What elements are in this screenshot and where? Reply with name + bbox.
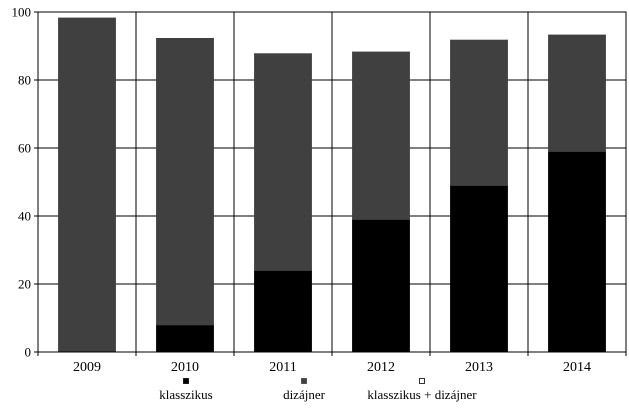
bar-2013-series-1 — [450, 38, 508, 186]
gridlines — [38, 11, 626, 352]
legend-swatch-0 — [183, 378, 189, 384]
bar-2010-series-2 — [156, 11, 214, 38]
y-tick-label: 100 — [12, 5, 32, 20]
y-tick-label: 80 — [18, 73, 31, 88]
x-category-label: 2014 — [563, 360, 591, 375]
x-category-label: 2013 — [465, 360, 493, 375]
legend-label-1: dizájner — [283, 387, 326, 402]
bar-2014-series-0 — [548, 150, 606, 353]
bar-2010-series-0 — [156, 324, 214, 353]
bar-2011-series-1 — [254, 52, 312, 271]
plot-frame — [37, 11, 627, 353]
y-tick-label: 20 — [18, 277, 31, 292]
bar-2014-series-1 — [548, 33, 606, 152]
legend: klasszikus dizájner klasszikus + dizájner — [159, 378, 477, 402]
y-tick-label: 0 — [25, 345, 32, 360]
legend-label-2: klasszikus + dizájner — [367, 387, 477, 402]
bar-2012-series-2 — [352, 11, 410, 52]
x-category-label: 2009 — [73, 360, 101, 375]
bar-2014-series-2 — [548, 11, 606, 35]
bar-2009-series-2 — [58, 11, 116, 18]
bar-2009-series-1 — [58, 16, 116, 353]
y-tick-label: 40 — [18, 209, 31, 224]
legend-swatch-2 — [419, 378, 425, 384]
bar-2011-series-0 — [254, 269, 312, 353]
bar-2010-series-1 — [156, 37, 214, 326]
bar-2011-series-2 — [254, 11, 312, 54]
bar-2013-series-2 — [450, 11, 508, 40]
x-category-label: 2010 — [171, 360, 199, 375]
bars — [58, 11, 606, 353]
axes: 0 20 40 60 80 100 2009 2010 2011 2012 2013 2014 — [12, 5, 627, 375]
bar-2012-series-0 — [352, 218, 410, 353]
y-tick-label: 60 — [18, 141, 31, 156]
legend-swatch-1 — [301, 378, 307, 384]
legend-label-0: klasszikus — [159, 387, 212, 402]
bar-2013-series-0 — [450, 184, 508, 353]
x-category-label: 2011 — [269, 360, 296, 375]
x-category-label: 2012 — [367, 360, 395, 375]
bar-2012-series-1 — [352, 50, 410, 220]
